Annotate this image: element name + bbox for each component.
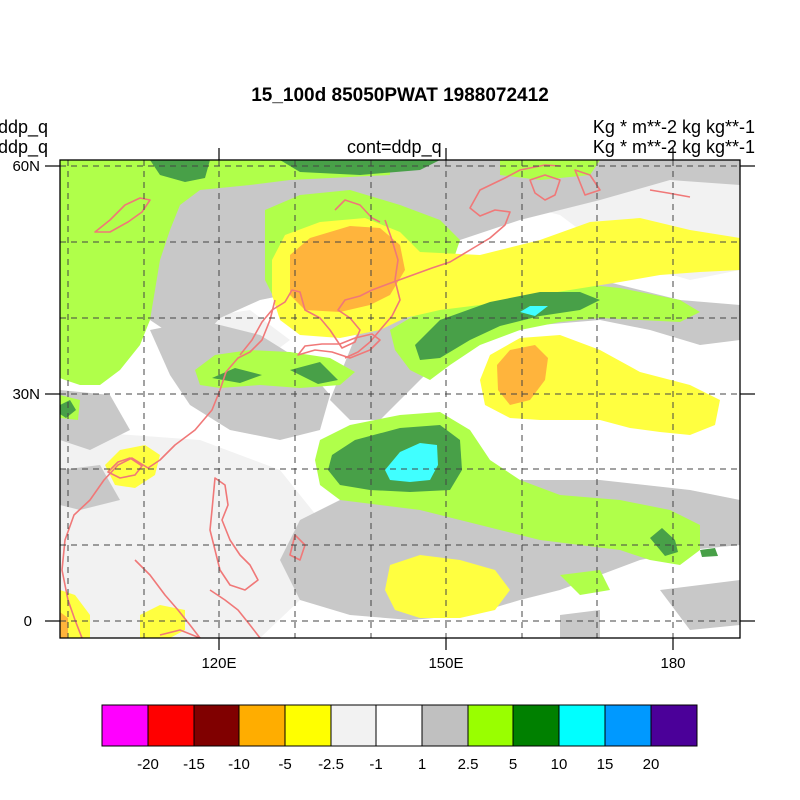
colorbar-label: -1 [369,756,383,773]
colorbar-box-3 [193,704,240,747]
colorbar-label: 5 [508,756,518,773]
colorbar-box-4 [238,704,286,747]
lat-label-60n: 60N [12,158,40,175]
center-string: cont=ddp_q [347,137,442,157]
left-string-2: ddp_q [0,137,49,157]
colorbar-label: -5 [278,756,292,773]
shaded-field [60,160,740,638]
left-string-1: ddp_q [0,117,49,137]
colorbar-box-5 [284,704,332,747]
colorbar-box-2 [147,704,195,747]
units-string-2: Kg * m**-2 kg kg**-1 [592,137,755,157]
colorbar-box-13 [650,704,698,747]
tick-marks [45,148,755,650]
colorbar-label: 2.5 [457,756,479,773]
colorbar-label: 1 [417,756,427,773]
colorbar-label: -2.5 [318,756,344,773]
colorbar-label: -10 [228,756,250,773]
colorbar-label: -20 [137,756,159,773]
colorbar-label: 10 [550,756,568,773]
colorbar-label: -15 [183,756,205,773]
colorbar-box-11 [558,704,606,747]
colorbar [101,704,698,747]
units-string-1: Kg * m**-2 kg kg**-1 [592,117,755,137]
colorbar-box-1 [101,704,149,747]
colorbar-box-8 [421,704,469,747]
colorbar-box-9 [467,704,514,747]
lon-label-150e: 150E [428,655,464,672]
lat-label-0: 0 [23,613,32,630]
colorbar-label: 20 [642,756,660,773]
colorbar-box-7 [375,704,423,747]
coastlines [61,164,691,638]
cyan-regions [385,306,548,482]
graticule [60,160,740,638]
colorbar-box-10 [512,704,560,747]
plot-title: 15_100d 85050PWAT 1988072412 [251,85,549,106]
colorbar-label: 15 [596,756,614,773]
colorbar-box-12 [604,704,652,747]
colorbar-box-6 [330,704,377,747]
lon-label-120e: 120E [201,655,237,672]
lat-label-30n: 30N [12,386,40,403]
map-frame [59,159,741,639]
lon-label-180: 180 [660,655,686,672]
